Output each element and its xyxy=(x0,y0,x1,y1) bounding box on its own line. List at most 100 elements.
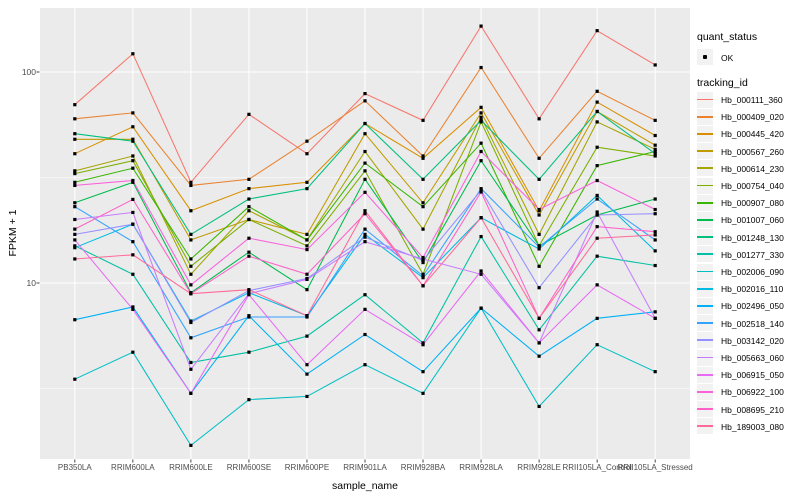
data-point-marker xyxy=(247,293,251,297)
data-point-marker xyxy=(595,109,599,114)
legend-item-label: Hb_006915_050 xyxy=(721,370,784,381)
data-point-marker xyxy=(421,156,425,160)
data-point-marker xyxy=(653,316,657,320)
data-point-marker xyxy=(421,391,425,395)
data-point-marker xyxy=(653,233,657,237)
data-point-marker xyxy=(189,209,193,213)
data-point-marker xyxy=(131,111,135,115)
legend-item-label: OK xyxy=(721,52,734,63)
legend-key-box xyxy=(697,177,713,194)
data-point-marker xyxy=(421,154,425,158)
data-point-marker xyxy=(73,227,77,231)
x-tick-label: RRIM600LE xyxy=(169,463,213,472)
legend-title-tracking-id: tracking_id xyxy=(697,77,748,89)
data-point-marker xyxy=(653,197,657,201)
legend-item-label: Hb_001248_130 xyxy=(721,232,784,243)
legend-key-line-icon xyxy=(697,356,713,359)
data-point-marker xyxy=(479,188,483,192)
legend-key-box xyxy=(697,125,713,142)
legend: quant_status OK tracking_id Hb_000111_36… xyxy=(696,0,800,500)
data-point-marker xyxy=(131,222,135,226)
data-point-marker xyxy=(421,177,425,181)
legend-item-label: Hb_003142_020 xyxy=(721,335,784,346)
legend-key-box xyxy=(697,108,713,125)
data-point-marker xyxy=(537,328,541,332)
data-point-marker xyxy=(247,187,251,191)
legend-key-line-icon xyxy=(697,425,713,428)
data-point-marker xyxy=(73,132,77,136)
data-point-marker xyxy=(595,100,599,104)
data-point-marker xyxy=(305,288,309,292)
data-point-marker xyxy=(73,217,77,222)
data-point-marker xyxy=(73,377,77,381)
data-point-marker xyxy=(131,178,135,183)
data-point-marker xyxy=(189,180,193,184)
data-point-marker xyxy=(653,143,657,147)
legend-item-label: Hb_000614_230 xyxy=(721,163,784,174)
legend-key-box xyxy=(697,401,713,418)
data-point-marker xyxy=(131,125,135,129)
data-point-marker xyxy=(73,137,77,141)
data-point-marker xyxy=(131,307,135,311)
data-point-marker xyxy=(247,254,251,258)
data-point-marker xyxy=(421,284,425,288)
legend-item-tracking: Hb_008695_210 xyxy=(696,401,800,418)
data-point-marker xyxy=(305,247,309,252)
legend-item-label: Hb_000567_260 xyxy=(721,146,784,157)
data-point-marker xyxy=(305,314,309,318)
data-point-marker xyxy=(131,159,135,163)
data-point-marker xyxy=(131,154,135,158)
data-point-marker xyxy=(73,183,77,188)
data-point-marker xyxy=(479,65,483,70)
legend-item-tracking: Hb_001277_330 xyxy=(696,246,800,263)
data-point-marker xyxy=(537,316,541,320)
data-point-marker xyxy=(189,272,193,276)
data-point-marker xyxy=(421,276,425,280)
data-point-marker xyxy=(479,111,483,115)
data-point-marker xyxy=(363,212,367,216)
data-point-marker xyxy=(305,187,309,191)
data-point-marker xyxy=(305,334,309,338)
data-point-marker xyxy=(247,205,251,209)
data-point-marker xyxy=(537,286,541,290)
x-tick-label: RRIM928LE xyxy=(517,463,561,472)
legend-item-label: Hb_002496_050 xyxy=(721,301,784,312)
data-point-marker xyxy=(653,63,657,67)
data-point-marker xyxy=(363,227,367,231)
data-point-marker xyxy=(189,320,193,325)
data-point-marker xyxy=(421,255,425,260)
x-tick-label: RRIM600PE xyxy=(284,463,330,472)
data-point-marker xyxy=(247,350,251,354)
legend-item-label: Hb_001277_330 xyxy=(721,249,784,260)
data-point-marker xyxy=(305,180,309,184)
data-point-marker xyxy=(595,120,599,124)
data-point-marker xyxy=(189,336,193,340)
data-point-marker xyxy=(537,117,541,121)
legend-key-line-icon xyxy=(697,167,713,170)
data-point-marker xyxy=(595,283,599,287)
data-point-marker xyxy=(537,247,541,251)
legend-item-tracking: Hb_003142_020 xyxy=(696,332,800,349)
data-point-marker xyxy=(537,207,541,212)
legend-item-label: Hb_001007_060 xyxy=(721,215,784,226)
data-point-marker xyxy=(305,272,309,276)
x-tick-label: RRIM600LA xyxy=(111,463,155,472)
x-tick-label: RRII105LA_Stressed xyxy=(617,463,693,472)
x-tick-label: RRIM928LA xyxy=(459,463,503,472)
data-point-marker xyxy=(131,240,135,244)
data-point-marker xyxy=(363,121,367,126)
x-tick-label: RRII105LA_Control xyxy=(562,463,632,472)
data-point-marker xyxy=(73,257,77,261)
data-point-marker xyxy=(363,240,367,244)
data-point-marker xyxy=(305,394,309,399)
legend-key-box xyxy=(697,366,713,383)
data-point-marker xyxy=(305,244,309,248)
data-point-marker xyxy=(479,187,483,191)
data-point-marker xyxy=(363,232,367,236)
data-point-marker xyxy=(73,152,77,156)
legend-key-box xyxy=(697,280,713,297)
x-tick-label: PB350LA xyxy=(57,463,92,472)
x-tick-label: RRIM600SE xyxy=(226,463,272,472)
data-point-marker xyxy=(653,370,657,374)
data-point-marker xyxy=(421,274,425,278)
